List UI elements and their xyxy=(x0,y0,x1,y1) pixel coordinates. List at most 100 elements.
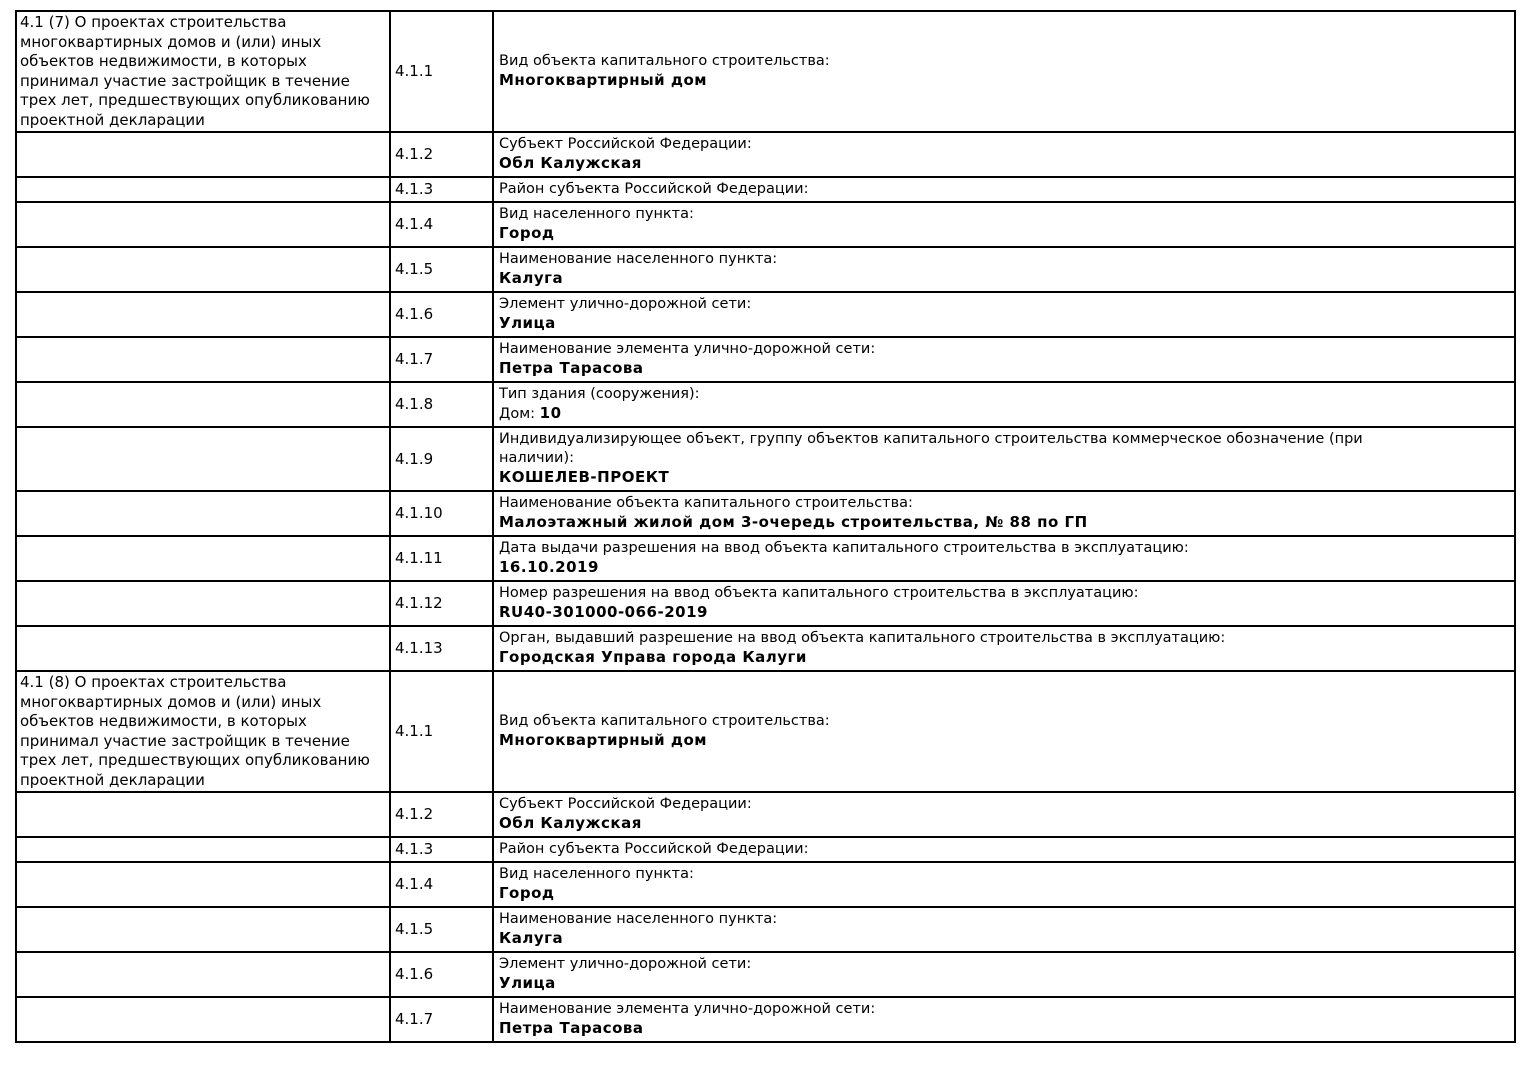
field-value-line: Многоквартирный дом xyxy=(499,731,1509,751)
field-value-line: КОШЕЛЕВ-ПРОЕКТ xyxy=(499,468,1509,488)
field-value-line: Малоэтажный жилой дом 3-очередь строител… xyxy=(499,513,1509,533)
row-code: 4.1.7 xyxy=(389,336,494,383)
field-value: Городская Управа города Калуги xyxy=(499,648,807,666)
field-label: Наименование элемента улично-дорожной се… xyxy=(499,1001,876,1017)
field-cell: Вид объекта капитального строительства: М… xyxy=(492,10,1516,133)
field-cell: Вид населенного пункта: Город xyxy=(492,861,1516,908)
row-code: 4.1.10 xyxy=(389,490,494,537)
table-row: 4.1.10 Наименование объекта капитального … xyxy=(15,490,1516,537)
field-label: Субъект Российской Федерации: xyxy=(499,796,752,812)
field-label: Наименование населенного пункта: xyxy=(499,251,778,267)
empty-description-cell xyxy=(15,625,391,672)
field-cell: Наименование населенного пункта: Калуга xyxy=(492,906,1516,953)
field-label: Вид населенного пункта: xyxy=(499,866,694,882)
field-label: Наименование элемента улично-дорожной се… xyxy=(499,341,876,357)
table-row: 4.1 (8) О проектах строительства многокв… xyxy=(15,670,1516,793)
field-cell: Район субъекта Российской Федерации: xyxy=(492,176,1516,203)
field-value: Улица xyxy=(499,314,556,332)
row-code: 4.1.5 xyxy=(389,246,494,293)
field-value: Город xyxy=(499,884,555,902)
row-code: 4.1.12 xyxy=(389,580,494,627)
empty-description-cell xyxy=(15,490,391,537)
table-row: 4.1.13 Орган, выдавший разрешение на ввод… xyxy=(15,625,1516,672)
field-value-line: Улица xyxy=(499,974,1509,994)
empty-description-cell xyxy=(15,836,391,863)
field-label: Дата выдачи разрешения на ввод объекта к… xyxy=(499,540,1189,556)
field-value-line: Многоквартирный дом xyxy=(499,71,1509,91)
table-row: 4.1.6 Элемент улично-дорожной сети: Улица xyxy=(15,951,1516,998)
field-value-line: Обл Калужская xyxy=(499,154,1509,174)
row-code: 4.1.4 xyxy=(389,201,494,248)
field-cell: Район субъекта Российской Федерации: xyxy=(492,836,1516,863)
row-code: 4.1.7 xyxy=(389,996,494,1043)
field-value: 10 xyxy=(539,404,562,422)
empty-description-cell xyxy=(15,176,391,203)
field-label: Элемент улично-дорожной сети: xyxy=(499,296,752,312)
field-label: Орган, выдавший разрешение на ввод объек… xyxy=(499,630,1226,646)
row-code: 4.1.9 xyxy=(389,426,494,492)
field-cell: Наименование объекта капитального строит… xyxy=(492,490,1516,537)
table-row: 4.1.6 Элемент улично-дорожной сети: Улица xyxy=(15,291,1516,338)
field-cell: Субъект Российской Федерации: Обл Калужск… xyxy=(492,131,1516,178)
field-cell: Индивидуализирующее объект, группу объек… xyxy=(492,426,1516,492)
field-value: RU40-301000-066-2019 xyxy=(499,603,708,621)
field-cell: Вид объекта капитального строительства: М… xyxy=(492,670,1516,793)
table-body: 4.1 (7) О проектах строительства многокв… xyxy=(15,10,1516,1043)
section-description-cell: 4.1 (7) О проектах строительства многокв… xyxy=(15,10,391,133)
field-value: КОШЕЛЕВ-ПРОЕКТ xyxy=(499,468,670,486)
field-value-line: RU40-301000-066-2019 xyxy=(499,603,1509,623)
empty-description-cell xyxy=(15,291,391,338)
field-cell: Элемент улично-дорожной сети: Улица xyxy=(492,291,1516,338)
field-label: Субъект Российской Федерации: xyxy=(499,136,752,152)
field-label: Наименование населенного пункта: xyxy=(499,911,778,927)
field-value: 16.10.2019 xyxy=(499,558,599,576)
table-row: 4.1.3 Район субъекта Российской Федерации… xyxy=(15,836,1516,863)
table-row: 4.1.11 Дата выдачи разрешения на ввод объ… xyxy=(15,535,1516,582)
row-code: 4.1.8 xyxy=(389,381,494,428)
field-cell: Орган, выдавший разрешение на ввод объек… xyxy=(492,625,1516,672)
table-row: 4.1.3 Район субъекта Российской Федерации… xyxy=(15,176,1516,203)
field-value: Город xyxy=(499,224,555,242)
field-cell: Номер разрешения на ввод объекта капитал… xyxy=(492,580,1516,627)
row-code: 4.1.3 xyxy=(389,836,494,863)
field-label: Наименование объекта капитального строит… xyxy=(499,495,913,511)
empty-description-cell xyxy=(15,996,391,1043)
field-cell: Наименование населенного пункта: Калуга xyxy=(492,246,1516,293)
field-label: Район субъекта Российской Федерации: xyxy=(499,181,809,197)
table-row: 4.1.12 Номер разрешения на ввод объекта к… xyxy=(15,580,1516,627)
empty-description-cell xyxy=(15,246,391,293)
empty-description-cell xyxy=(15,426,391,492)
field-label: Элемент улично-дорожной сети: xyxy=(499,956,752,972)
field-value: Многоквартирный дом xyxy=(499,71,708,89)
row-code: 4.1.4 xyxy=(389,861,494,908)
empty-description-cell xyxy=(15,951,391,998)
field-value-prefix: Дом: xyxy=(499,406,540,422)
field-value: Обл Калужская xyxy=(499,814,642,832)
field-value-line: Калуга xyxy=(499,269,1509,289)
table-row: 4.1.7 Наименование элемента улично-дорожн… xyxy=(15,996,1516,1043)
table-row: 4.1.5 Наименование населенного пункта: Кал… xyxy=(15,906,1516,953)
empty-description-cell xyxy=(15,336,391,383)
field-label: Вид объекта капитального строительства: xyxy=(499,713,830,729)
field-cell: Тип здания (сооружения): Дом: 10 xyxy=(492,381,1516,428)
field-value: Петра Тарасова xyxy=(499,1019,644,1037)
field-label: Вид объекта капитального строительства: xyxy=(499,53,830,69)
field-value-line: Обл Калужская xyxy=(499,814,1509,834)
row-code: 4.1.11 xyxy=(389,535,494,582)
table-row: 4.1.2 Субъект Российской Федерации: Обл Ка… xyxy=(15,131,1516,178)
row-code: 4.1.2 xyxy=(389,791,494,838)
row-code: 4.1.5 xyxy=(389,906,494,953)
field-cell: Наименование элемента улично-дорожной се… xyxy=(492,336,1516,383)
field-value: Многоквартирный дом xyxy=(499,731,708,749)
field-value-line: Калуга xyxy=(499,929,1509,949)
table-row: 4.1.7 Наименование элемента улично-дорожн… xyxy=(15,336,1516,383)
field-value-line: Петра Тарасова xyxy=(499,359,1509,379)
field-label: Номер разрешения на ввод объекта капитал… xyxy=(499,585,1139,601)
table-row: 4.1.4 Вид населенного пункта: Город xyxy=(15,861,1516,908)
table-row: 4.1.4 Вид населенного пункта: Город xyxy=(15,201,1516,248)
table-row: 4.1.8 Тип здания (сооружения): Дом: 10 xyxy=(15,381,1516,428)
field-cell: Элемент улично-дорожной сети: Улица xyxy=(492,951,1516,998)
row-code: 4.1.3 xyxy=(389,176,494,203)
empty-description-cell xyxy=(15,131,391,178)
